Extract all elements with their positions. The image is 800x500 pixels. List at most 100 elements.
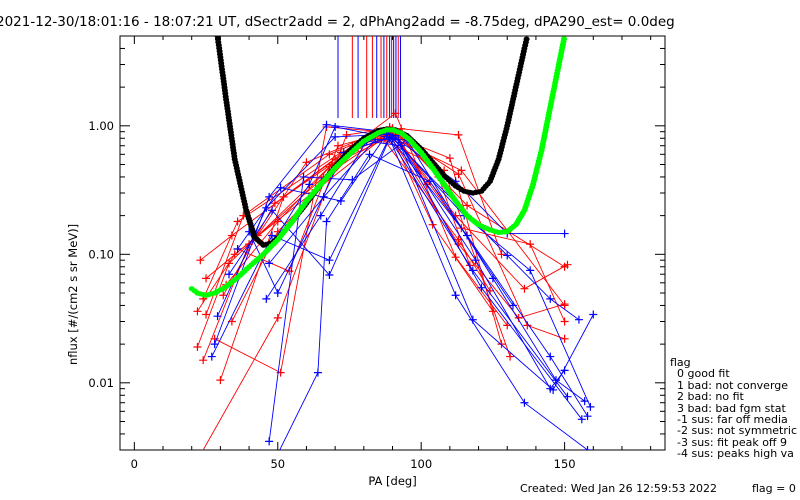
data-point [325, 271, 334, 280]
data-point [586, 402, 595, 411]
data-point [526, 240, 535, 249]
data-point [276, 183, 285, 192]
data-point [589, 310, 598, 319]
data-point [454, 235, 463, 244]
fit-curves [188, 36, 567, 298]
data-point [497, 250, 506, 259]
data-point [546, 294, 555, 303]
x-tick-label: 100 [410, 457, 432, 471]
data-point [365, 150, 374, 159]
data-point [546, 384, 555, 393]
data-point [305, 180, 314, 189]
series-line [248, 134, 583, 420]
data-point [560, 366, 569, 375]
legend-entry: 3 bad: bad fgm stat [677, 401, 786, 415]
data-point [394, 135, 403, 144]
data-point [219, 291, 228, 300]
data-point [202, 310, 211, 319]
y-tick-label: 0.01 [88, 376, 114, 390]
data-point [257, 485, 265, 493]
x-tick-label: 150 [554, 457, 576, 471]
data-point [454, 170, 463, 179]
data-point [497, 340, 506, 349]
data-point [526, 266, 535, 275]
legend-entry: 2 bad: no fit [677, 390, 744, 404]
data-point [202, 274, 211, 283]
flag-legend: flag 0 good fit 1 bad: not converge 2 ba… [670, 357, 797, 460]
series-red [199, 134, 515, 365]
data-point [506, 352, 515, 361]
data-point [388, 134, 397, 143]
data-point [265, 259, 274, 268]
data-point [348, 175, 357, 184]
data-point [560, 334, 569, 343]
data-point [454, 130, 463, 139]
series-line [211, 136, 588, 417]
legend-entry: 1 bad: not converge [677, 378, 789, 392]
data-point [583, 446, 592, 450]
series-line [214, 126, 494, 374]
data-point [445, 154, 454, 163]
data-point [471, 256, 480, 265]
data-point [322, 217, 331, 226]
data-point [560, 317, 569, 326]
data-point [463, 201, 472, 210]
data-point [273, 217, 282, 226]
data-point [268, 206, 277, 215]
data-point [503, 251, 512, 260]
vertical-markers [337, 36, 402, 119]
data-point [299, 172, 308, 181]
data-point [520, 284, 529, 293]
data-point [270, 199, 279, 208]
data-point [302, 158, 311, 167]
axes: 0 50 100 150 PA [deg] 0.01 0.10 1.00 [88, 35, 665, 488]
legend-entry: -1 sus: far off media [677, 413, 788, 427]
data-point [262, 294, 271, 303]
data-point [463, 231, 472, 240]
data-point [210, 340, 219, 349]
y-tick-label: 1.00 [88, 119, 114, 133]
data-point [233, 217, 242, 226]
chart-title: 2021-12-30/18:01:16 - 18:07:21 UT, dSect… [0, 14, 675, 30]
series-blue [233, 130, 572, 401]
data-point [520, 398, 529, 407]
data-point [316, 211, 325, 220]
data-point [193, 456, 201, 464]
data-point [425, 177, 434, 186]
data-point [546, 352, 555, 361]
data-point [574, 315, 583, 324]
data-point [193, 342, 202, 351]
fit-dot [523, 36, 530, 42]
data-point [268, 231, 277, 240]
data-point [334, 141, 342, 150]
data-point [193, 307, 202, 316]
data-point [560, 262, 569, 271]
series-red [193, 126, 569, 351]
data-point [331, 122, 340, 131]
legend-title: flag [670, 356, 691, 369]
data-point [233, 244, 242, 253]
data-point [560, 301, 569, 310]
data-point [265, 437, 274, 446]
data-point [273, 313, 282, 322]
series-blue [245, 131, 586, 424]
data-point [342, 130, 351, 139]
data-point [577, 415, 586, 424]
y-axis-label: nflux [#/(cm2 s sr MeV)] [66, 223, 80, 365]
fit-dot [561, 36, 567, 42]
plot-frame [119, 35, 666, 451]
data-point [331, 132, 340, 141]
x-tick-label: 50 [270, 457, 285, 471]
fit-curve-green [188, 36, 567, 298]
legend-entry: -3 sus: fit peak off 9 [677, 435, 787, 449]
data-point [583, 412, 592, 421]
x-axis-label: PA [deg] [368, 474, 416, 488]
data-point [227, 231, 236, 240]
flag-status: flag = 0 [752, 482, 796, 495]
data-point [477, 283, 486, 292]
data-point [552, 376, 560, 385]
legend-entry: -4 sus: peaks high va [677, 447, 794, 461]
data-point [199, 356, 208, 365]
y-tick-label: 0.10 [88, 247, 114, 261]
